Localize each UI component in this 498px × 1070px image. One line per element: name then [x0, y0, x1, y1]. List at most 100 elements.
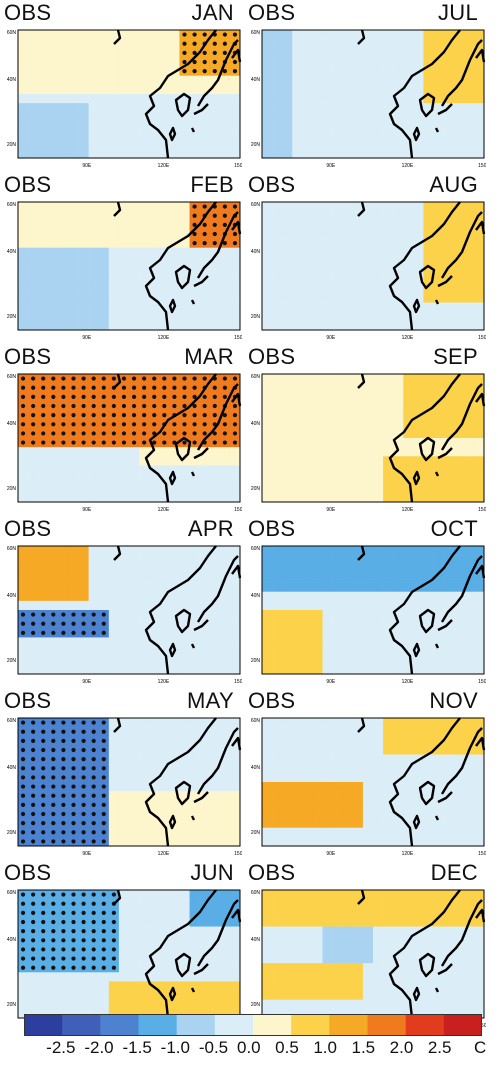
panel-source-label: OBS [4, 344, 52, 369]
grid-cell [282, 827, 293, 838]
grid-cell [179, 112, 190, 122]
grid-cell [189, 944, 200, 955]
grid-cell [149, 754, 160, 765]
coastline [437, 791, 453, 804]
grid-cell [393, 745, 404, 755]
grid-cell [199, 94, 211, 104]
grid-cell [219, 610, 231, 620]
significance-dot [91, 938, 96, 943]
grid-cell [352, 546, 364, 556]
grid-cell [403, 628, 414, 638]
grid-cell [322, 736, 333, 746]
grid-cell [18, 564, 29, 574]
significance-dot [81, 956, 86, 961]
grid-cell [209, 637, 221, 647]
grid-cell [179, 791, 190, 801]
grid-cell [199, 112, 211, 122]
grid-cell [423, 827, 434, 838]
grid-cell [58, 211, 69, 221]
grid-cell [453, 954, 465, 964]
grid-cell [48, 75, 59, 86]
grid-cell [463, 374, 475, 384]
grid-cell [453, 1008, 465, 1019]
grid-cell [453, 890, 465, 900]
grid-cell [332, 999, 344, 1010]
grid-cell [282, 483, 293, 494]
grid-cell [383, 465, 394, 475]
grid-cell [139, 935, 150, 946]
grid-cell [463, 474, 475, 485]
grid-cell [78, 84, 89, 95]
grid-cell [433, 655, 444, 666]
map-frame [17, 717, 241, 847]
grid-cell [129, 972, 140, 982]
grid-cell [433, 266, 444, 276]
grid-cell [362, 573, 374, 583]
grid-cell [199, 972, 211, 982]
grid-cell [282, 990, 293, 1001]
grid-cell [332, 66, 344, 77]
grid-cell [443, 917, 455, 927]
grid-cell [473, 600, 485, 611]
grid-cell [209, 655, 221, 666]
grid-cell [28, 293, 39, 303]
grid-cell [473, 320, 485, 331]
grid-cell [199, 564, 211, 574]
grid-cell [169, 311, 180, 322]
grid-cell [292, 926, 303, 937]
grid-cell [332, 130, 344, 141]
grid-cell [58, 483, 69, 494]
significance-dot [20, 621, 26, 626]
grid-cell [453, 591, 465, 602]
grid-cell [159, 664, 170, 675]
significance-dot [91, 385, 96, 390]
grid-cell [383, 438, 394, 448]
grid-cell [463, 827, 475, 838]
grid-cell [149, 220, 160, 230]
grid-cell [28, 1008, 39, 1019]
grid-cell [453, 284, 465, 294]
significance-dot [121, 403, 127, 409]
grid-cell [463, 121, 475, 131]
grid-cell [413, 564, 424, 574]
grid-cell [28, 148, 39, 159]
coastline [475, 48, 486, 63]
grid-cell [262, 202, 273, 212]
grid-cell [423, 447, 434, 457]
grid-cell [169, 564, 180, 574]
grid-cell [403, 121, 414, 131]
grid-cell [322, 944, 333, 955]
grid-cell [118, 818, 130, 829]
significance-dot [51, 956, 56, 961]
significance-dot [71, 413, 76, 418]
significance-dot [71, 784, 76, 789]
grid-cell [463, 148, 475, 159]
grid-cell [108, 591, 120, 602]
grid-cell [159, 302, 170, 313]
grid-cell [48, 1008, 59, 1019]
significance-dot [31, 784, 36, 789]
grid-cell [262, 818, 273, 829]
grid-cell [413, 917, 424, 927]
grid-cell [443, 772, 455, 783]
grid-cell [108, 474, 120, 485]
grid-cell [179, 247, 190, 258]
grid-cell [219, 94, 231, 104]
grid-cell [312, 266, 323, 276]
grid-cell [272, 94, 283, 104]
grid-cell [453, 30, 465, 40]
grid-cell [342, 628, 354, 638]
grid-cell [443, 582, 455, 593]
panel-jun: OBSJUN90E120E150E20N40N60N [4, 860, 242, 1035]
grid-cell [209, 139, 221, 150]
grid-cell [463, 139, 475, 150]
grid-cell [332, 30, 344, 40]
grid-cell [332, 628, 344, 638]
grid-cell [118, 981, 130, 991]
grid-cell [48, 483, 59, 494]
grid-cell [78, 57, 89, 67]
significance-dot [51, 413, 56, 418]
grid-cell [453, 908, 465, 918]
grid-cell [453, 66, 465, 77]
grid-cell [312, 573, 323, 583]
